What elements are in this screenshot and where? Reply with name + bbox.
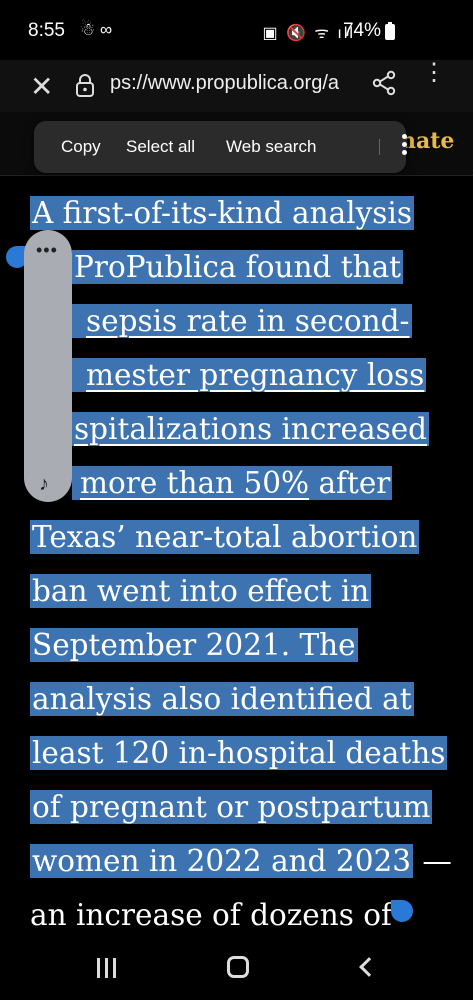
copy-button[interactable]: Copy (61, 137, 101, 156)
battery-icon (385, 22, 395, 40)
article-line: analysis also identified at (30, 672, 414, 726)
selected-text[interactable]: least 120 in-hospital deaths (30, 736, 448, 770)
selected-text[interactable]: September 2021. The (30, 628, 358, 662)
back-icon[interactable] (359, 957, 379, 977)
notification-icons: ☃ ∞ (80, 20, 113, 39)
home-icon[interactable] (227, 956, 249, 978)
article-line: sepsis rate in second- (72, 294, 412, 348)
article-link[interactable]: more than 50% (80, 466, 310, 500)
article-line: spitalizations increased (72, 402, 430, 456)
selected-text[interactable]: analysis also identified at (30, 682, 414, 716)
recent-apps-icon[interactable] (95, 958, 119, 978)
music-note-icon[interactable]: ♪ (39, 473, 49, 495)
selected-text[interactable]: of pregnant or postpartum (30, 790, 433, 824)
url-text[interactable]: ps://www.propublica.org/a (110, 72, 340, 94)
browser-url-bar: ✕ ps://www.propublica.org/a ⋮ (0, 60, 473, 112)
selection-start-handle[interactable] (6, 246, 28, 268)
selected-text[interactable]: women in 2022 and 2023 (30, 844, 414, 878)
share-icon[interactable] (372, 70, 396, 96)
more-vert-icon[interactable] (400, 131, 408, 163)
selection-end-handle[interactable] (391, 900, 413, 922)
article-line: A first-of-its-kind analysis (30, 186, 414, 240)
status-bar: 8:55 ☃ ∞ ▣ 🔇 ᯤ ıll 74% (0, 0, 473, 60)
close-icon[interactable]: ✕ (30, 71, 54, 102)
more-horiz-icon[interactable]: ••• (36, 240, 58, 260)
article-line: an increase of dozens of (30, 888, 392, 942)
edge-panel[interactable]: ••• ♪ (24, 230, 72, 502)
selected-text[interactable]: after (318, 466, 391, 500)
article-link[interactable]: mester pregnancy loss (86, 358, 425, 392)
article-line: least 120 in-hospital deaths (30, 726, 448, 780)
lock-icon[interactable] (76, 73, 94, 97)
selected-text[interactable]: A first-of-its-kind analysis (30, 196, 414, 230)
article-line: more than 50% after (72, 456, 393, 510)
article-line: ban went into effect in (30, 564, 372, 618)
system-nav-bar (0, 936, 473, 1000)
selected-text[interactable]: ProPublica found that (72, 250, 404, 284)
donate-button[interactable]: nate (400, 128, 455, 154)
status-time: 8:55 (28, 20, 65, 41)
article-line: ProPublica found that (72, 240, 404, 294)
signal-wifi-icons: ▣ 🔇 ᯤ ıll (262, 25, 355, 42)
battery-percent: 74% (342, 20, 381, 41)
article-text: an increase of dozens of (30, 898, 392, 932)
selected-text[interactable]: Texas’ near-total abortion (30, 520, 420, 554)
article-line: mester pregnancy loss (72, 348, 427, 402)
article-link[interactable]: sepsis rate in second- (86, 304, 410, 338)
select-all-button[interactable]: Select all (126, 137, 195, 156)
article-line: of pregnant or postpartum (30, 780, 433, 834)
selected-text[interactable]: ban went into effect in (30, 574, 372, 608)
article-line: women in 2022 and 2023 — (30, 834, 452, 888)
more-vert-icon[interactable]: ⋮ (422, 59, 446, 86)
article-link[interactable]: spitalizations increased (74, 412, 428, 446)
article-line: September 2021. The (30, 618, 358, 672)
web-search-button[interactable]: Web search (226, 137, 317, 156)
article-line: Texas’ near-total abortion (30, 510, 420, 564)
menu-divider (379, 139, 380, 155)
text-selection-menu: Copy Select all Web search (34, 121, 408, 173)
article-text: — (413, 844, 452, 878)
